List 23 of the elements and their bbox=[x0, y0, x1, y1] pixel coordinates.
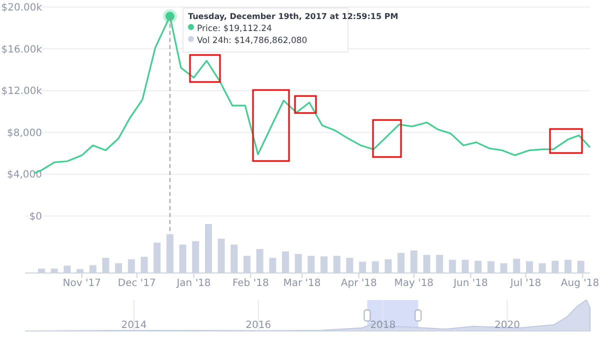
x-tick-label: Dec '17 bbox=[118, 278, 156, 289]
y-tick-label: $8,000 bbox=[7, 128, 42, 139]
x-tick-label: Jan '18 bbox=[176, 278, 211, 289]
x-tick-label: 2020 bbox=[494, 320, 520, 331]
annotation: Tuesday, December 19th, 2017 at 12:59:15 PM bbox=[188, 12, 398, 21]
x-tick-label: Jun '18 bbox=[452, 278, 488, 289]
y-tick-label: $16.00k bbox=[1, 44, 42, 56]
x-tick-label: Aug '18 bbox=[560, 278, 600, 289]
x-tick-label: Mar '18 bbox=[283, 278, 321, 289]
x-tick-label: 2018 bbox=[370, 320, 396, 331]
x-tick-label: Nov '17 bbox=[62, 278, 101, 289]
x-tick-label: 2016 bbox=[246, 320, 272, 331]
x-tick-label: Jul '18 bbox=[509, 278, 542, 289]
annotation: Price: $19,112.24 bbox=[197, 24, 272, 34]
x-tick-label: Feb '18 bbox=[232, 278, 269, 289]
y-tick-label: $0 bbox=[29, 212, 42, 222]
y-tick-label: $12.00k bbox=[1, 86, 42, 98]
x-tick-label: May '18 bbox=[394, 278, 434, 289]
x-tick-label: 2014 bbox=[121, 320, 147, 331]
x-tick-label: Apr '18 bbox=[340, 278, 377, 289]
y-tick-label: $20.00k bbox=[1, 2, 42, 14]
annotation: Vol 24h: $14,786,862,080 bbox=[197, 36, 308, 46]
y-tick-label: $4,000 bbox=[7, 170, 42, 181]
